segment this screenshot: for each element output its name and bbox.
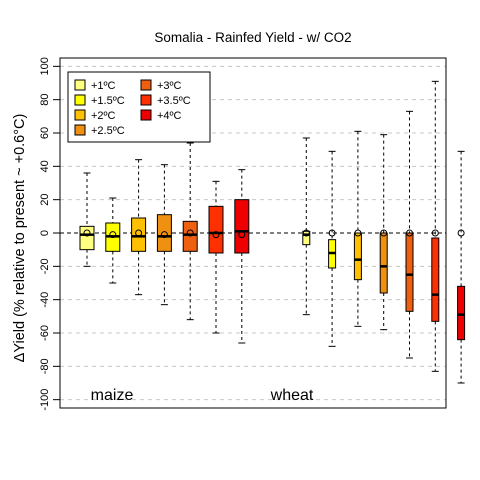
y-tick-label: 20 [39,194,51,206]
y-tick-label: 80 [39,94,51,106]
grid-lines [60,65,446,401]
legend-swatch [140,94,152,106]
box [431,237,440,322]
y-tick-label: -100 [39,389,51,411]
y-tick-label: -40 [39,292,51,308]
y-tick-label: -20 [39,258,51,274]
mean-marker [83,229,91,237]
mean-marker [212,231,220,239]
box [457,285,466,341]
box [131,217,147,252]
box [405,232,414,312]
legend-swatch [140,109,152,121]
y-axis: -100 -80 -60 -40 -20 0 20 40 60 80 100 [39,57,60,411]
legend-swatch [74,94,86,106]
legend-label: +3.5ºC [157,95,191,107]
box [353,232,362,281]
group-labels: maize wheat [91,387,314,404]
y-tick-label: 60 [39,127,51,139]
group-label-maize: maize [91,387,134,404]
mean-marker [186,229,194,237]
boxplots [79,80,466,384]
mean-marker [380,229,388,237]
box [379,232,388,294]
legend-label: +1.5ºC [91,95,125,107]
y-axis-label: ΔYield (% relative to present ~ +0.6°C) [12,114,28,363]
mean-marker [302,229,310,237]
y-tick-label: -80 [39,358,51,374]
mean-marker [354,229,362,237]
legend-swatch [140,79,152,91]
legend: +1ºC +1.5ºC +2ºC +2.5ºC +3ºC +3.5ºC +4ºC [67,71,211,143]
legend-swatch [74,124,86,136]
mean-marker [406,229,413,237]
mean-marker [135,229,143,237]
box [234,199,250,254]
box [156,214,172,252]
mean-marker [431,229,439,237]
y-tick-label: -60 [39,325,51,341]
y-tick-label: 0 [39,230,51,236]
mean-marker [160,231,168,239]
y-tick-label: 40 [39,160,51,172]
legend-swatch [74,109,86,121]
mean-marker [328,229,336,237]
legend-label: +1ºC [91,80,116,92]
mean-marker [109,231,117,239]
mean-marker [238,231,246,239]
box [208,205,224,254]
legend-label: +3ºC [157,80,182,92]
chart-title: Somalia - Rainfed Yield - w/ CO2 [154,30,351,45]
box [302,230,311,246]
legend-label: +4ºC [157,110,182,122]
box [79,225,95,251]
legend-swatch [74,79,86,91]
mean-marker [457,229,465,237]
y-tick-label: 100 [39,57,51,75]
legend-label: +2.5ºC [91,125,125,137]
legend-label: +2ºC [91,110,116,122]
group-label-wheat: wheat [270,387,314,404]
legend-box [67,71,211,143]
